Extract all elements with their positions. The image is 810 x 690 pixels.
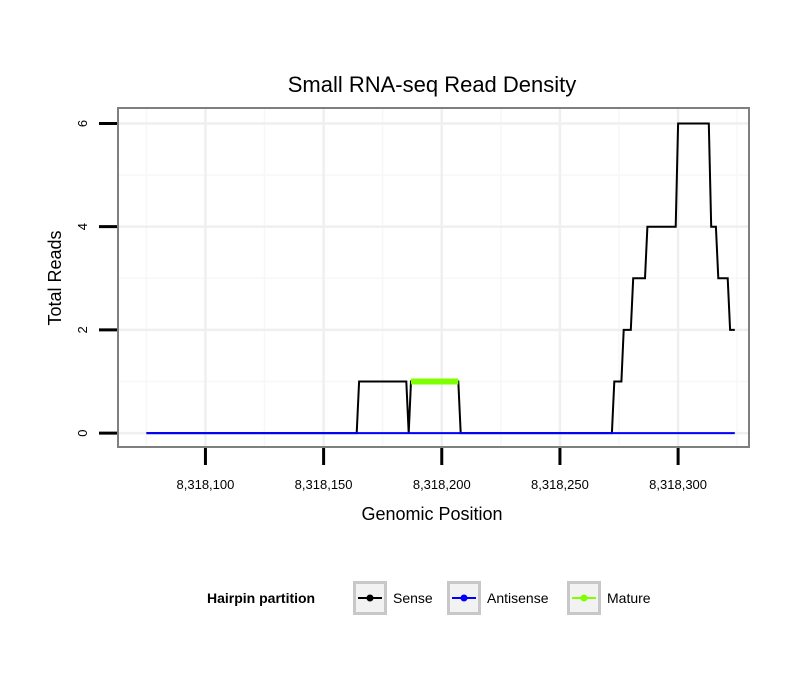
y-tick-label: 6	[75, 120, 90, 127]
y-tick-label: 2	[75, 326, 90, 333]
mature-legend-label: Mature	[607, 590, 651, 606]
plot-area: 8,318,100 8,318,150 8,318,200 8,318,250 8,31…	[75, 107, 750, 492]
x-tick-label: 8,318,150	[295, 477, 353, 492]
x-tick-label: 8,318,250	[531, 477, 589, 492]
y-tick-label: 0	[75, 429, 90, 436]
x-tick-label: 8,318,100	[177, 477, 235, 492]
sense-legend-marker	[366, 594, 374, 602]
legend: Hairpin partition Sense Antisense Mature	[207, 581, 651, 615]
antisense-legend-marker	[460, 594, 468, 602]
plot-panel	[118, 108, 749, 447]
chart-title: Small RNA-seq Read Density	[288, 72, 577, 97]
antisense-legend-label: Antisense	[487, 590, 549, 606]
x-axis-label: Genomic Position	[361, 504, 502, 524]
sense-series-line	[146, 122, 735, 435]
x-tick-label: 8,318,300	[649, 477, 707, 492]
legend-title: Hairpin partition	[207, 590, 315, 606]
sense-legend-label: Sense	[393, 590, 433, 606]
mature-legend-marker	[580, 594, 588, 602]
y-tick-label: 4	[75, 223, 90, 230]
x-tick-label: 8,318,200	[413, 477, 471, 492]
plot-border	[117, 107, 750, 448]
y-axis-label: Total Reads	[45, 230, 65, 325]
